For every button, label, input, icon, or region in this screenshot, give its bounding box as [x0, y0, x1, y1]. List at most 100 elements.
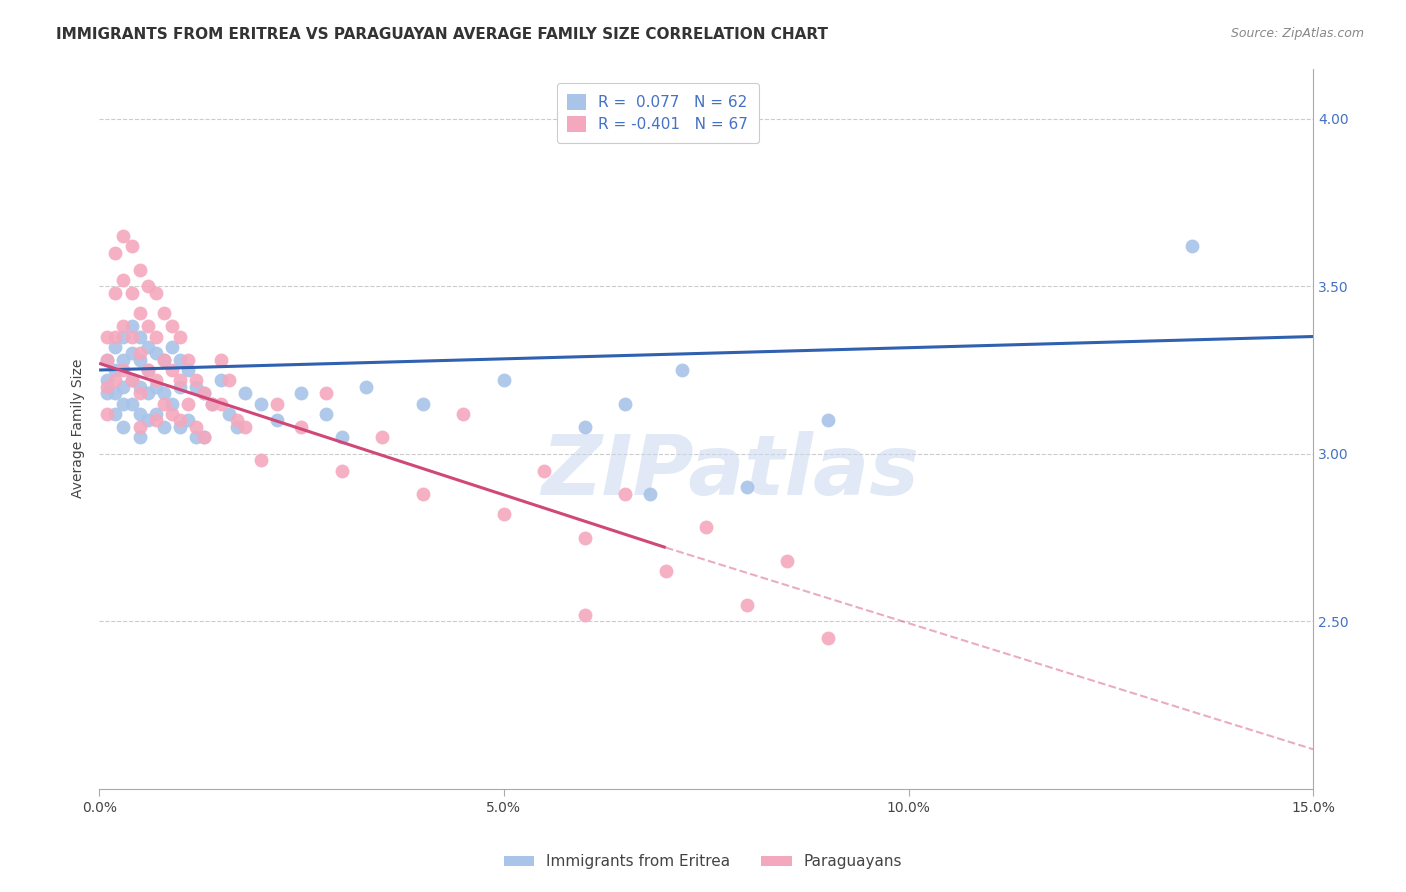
Y-axis label: Average Family Size: Average Family Size [72, 359, 86, 499]
Point [160, 396, 183, 410]
Point [104, 245, 127, 260]
Point [177, 396, 200, 410]
Point [128, 420, 150, 434]
Point [153, 353, 176, 368]
Point [112, 363, 135, 377]
Point [145, 285, 167, 300]
Point [128, 386, 150, 401]
Point [96, 353, 118, 368]
Point [186, 430, 208, 444]
Point [136, 279, 159, 293]
Point [112, 272, 135, 286]
Point [121, 346, 143, 360]
Point [136, 363, 159, 377]
Point [177, 413, 200, 427]
Point [121, 396, 143, 410]
Point [136, 413, 159, 427]
Point [315, 407, 337, 421]
Point [169, 329, 191, 343]
Point [533, 463, 555, 477]
Point [153, 396, 176, 410]
Point [121, 329, 143, 343]
Point [96, 380, 118, 394]
Point [136, 363, 159, 377]
Point [112, 380, 135, 394]
Point [817, 631, 839, 645]
Point [193, 430, 215, 444]
Point [104, 407, 127, 421]
Point [614, 487, 637, 501]
Text: ZIPatlas: ZIPatlas [541, 432, 920, 512]
Point [201, 396, 224, 410]
Point [136, 319, 159, 334]
Point [817, 413, 839, 427]
Point [209, 353, 232, 368]
Point [492, 373, 515, 387]
Point [96, 353, 118, 368]
Point [145, 413, 167, 427]
Point [104, 285, 127, 300]
Point [112, 229, 135, 244]
Point [104, 329, 127, 343]
Legend: R =  0.077   N = 62, R = -0.401   N = 67: R = 0.077 N = 62, R = -0.401 N = 67 [557, 83, 759, 143]
Point [104, 386, 127, 401]
Point [153, 353, 176, 368]
Point [574, 607, 596, 622]
Point [574, 420, 596, 434]
Point [492, 507, 515, 521]
Point [128, 407, 150, 421]
Point [354, 380, 377, 394]
Point [128, 353, 150, 368]
Point [160, 319, 183, 334]
Point [145, 407, 167, 421]
Point [104, 363, 127, 377]
Point [266, 413, 288, 427]
Point [250, 396, 273, 410]
Point [121, 319, 143, 334]
Point [96, 329, 118, 343]
Point [186, 373, 208, 387]
Point [136, 340, 159, 354]
Point [96, 373, 118, 387]
Point [655, 564, 678, 578]
Point [112, 353, 135, 368]
Point [225, 413, 247, 427]
Point [218, 373, 240, 387]
Point [160, 363, 183, 377]
Point [145, 373, 167, 387]
Point [453, 407, 475, 421]
Point [145, 380, 167, 394]
Point [128, 380, 150, 394]
Point [145, 346, 167, 360]
Point [250, 453, 273, 467]
Point [209, 373, 232, 387]
Point [121, 373, 143, 387]
Point [112, 329, 135, 343]
Point [638, 487, 661, 501]
Point [776, 554, 799, 568]
Point [330, 463, 353, 477]
Point [112, 420, 135, 434]
Point [614, 396, 637, 410]
Point [121, 285, 143, 300]
Point [209, 396, 232, 410]
Point [574, 531, 596, 545]
Point [160, 407, 183, 421]
Point [169, 353, 191, 368]
Point [128, 346, 150, 360]
Point [104, 340, 127, 354]
Point [193, 430, 215, 444]
Point [153, 420, 176, 434]
Point [112, 396, 135, 410]
Point [193, 386, 215, 401]
Point [169, 380, 191, 394]
Point [330, 430, 353, 444]
Point [128, 329, 150, 343]
Point [290, 386, 312, 401]
Point [128, 306, 150, 320]
Point [266, 396, 288, 410]
Point [225, 420, 247, 434]
Point [177, 353, 200, 368]
Point [1181, 239, 1204, 253]
Legend: Immigrants from Eritrea, Paraguayans: Immigrants from Eritrea, Paraguayans [498, 848, 908, 875]
